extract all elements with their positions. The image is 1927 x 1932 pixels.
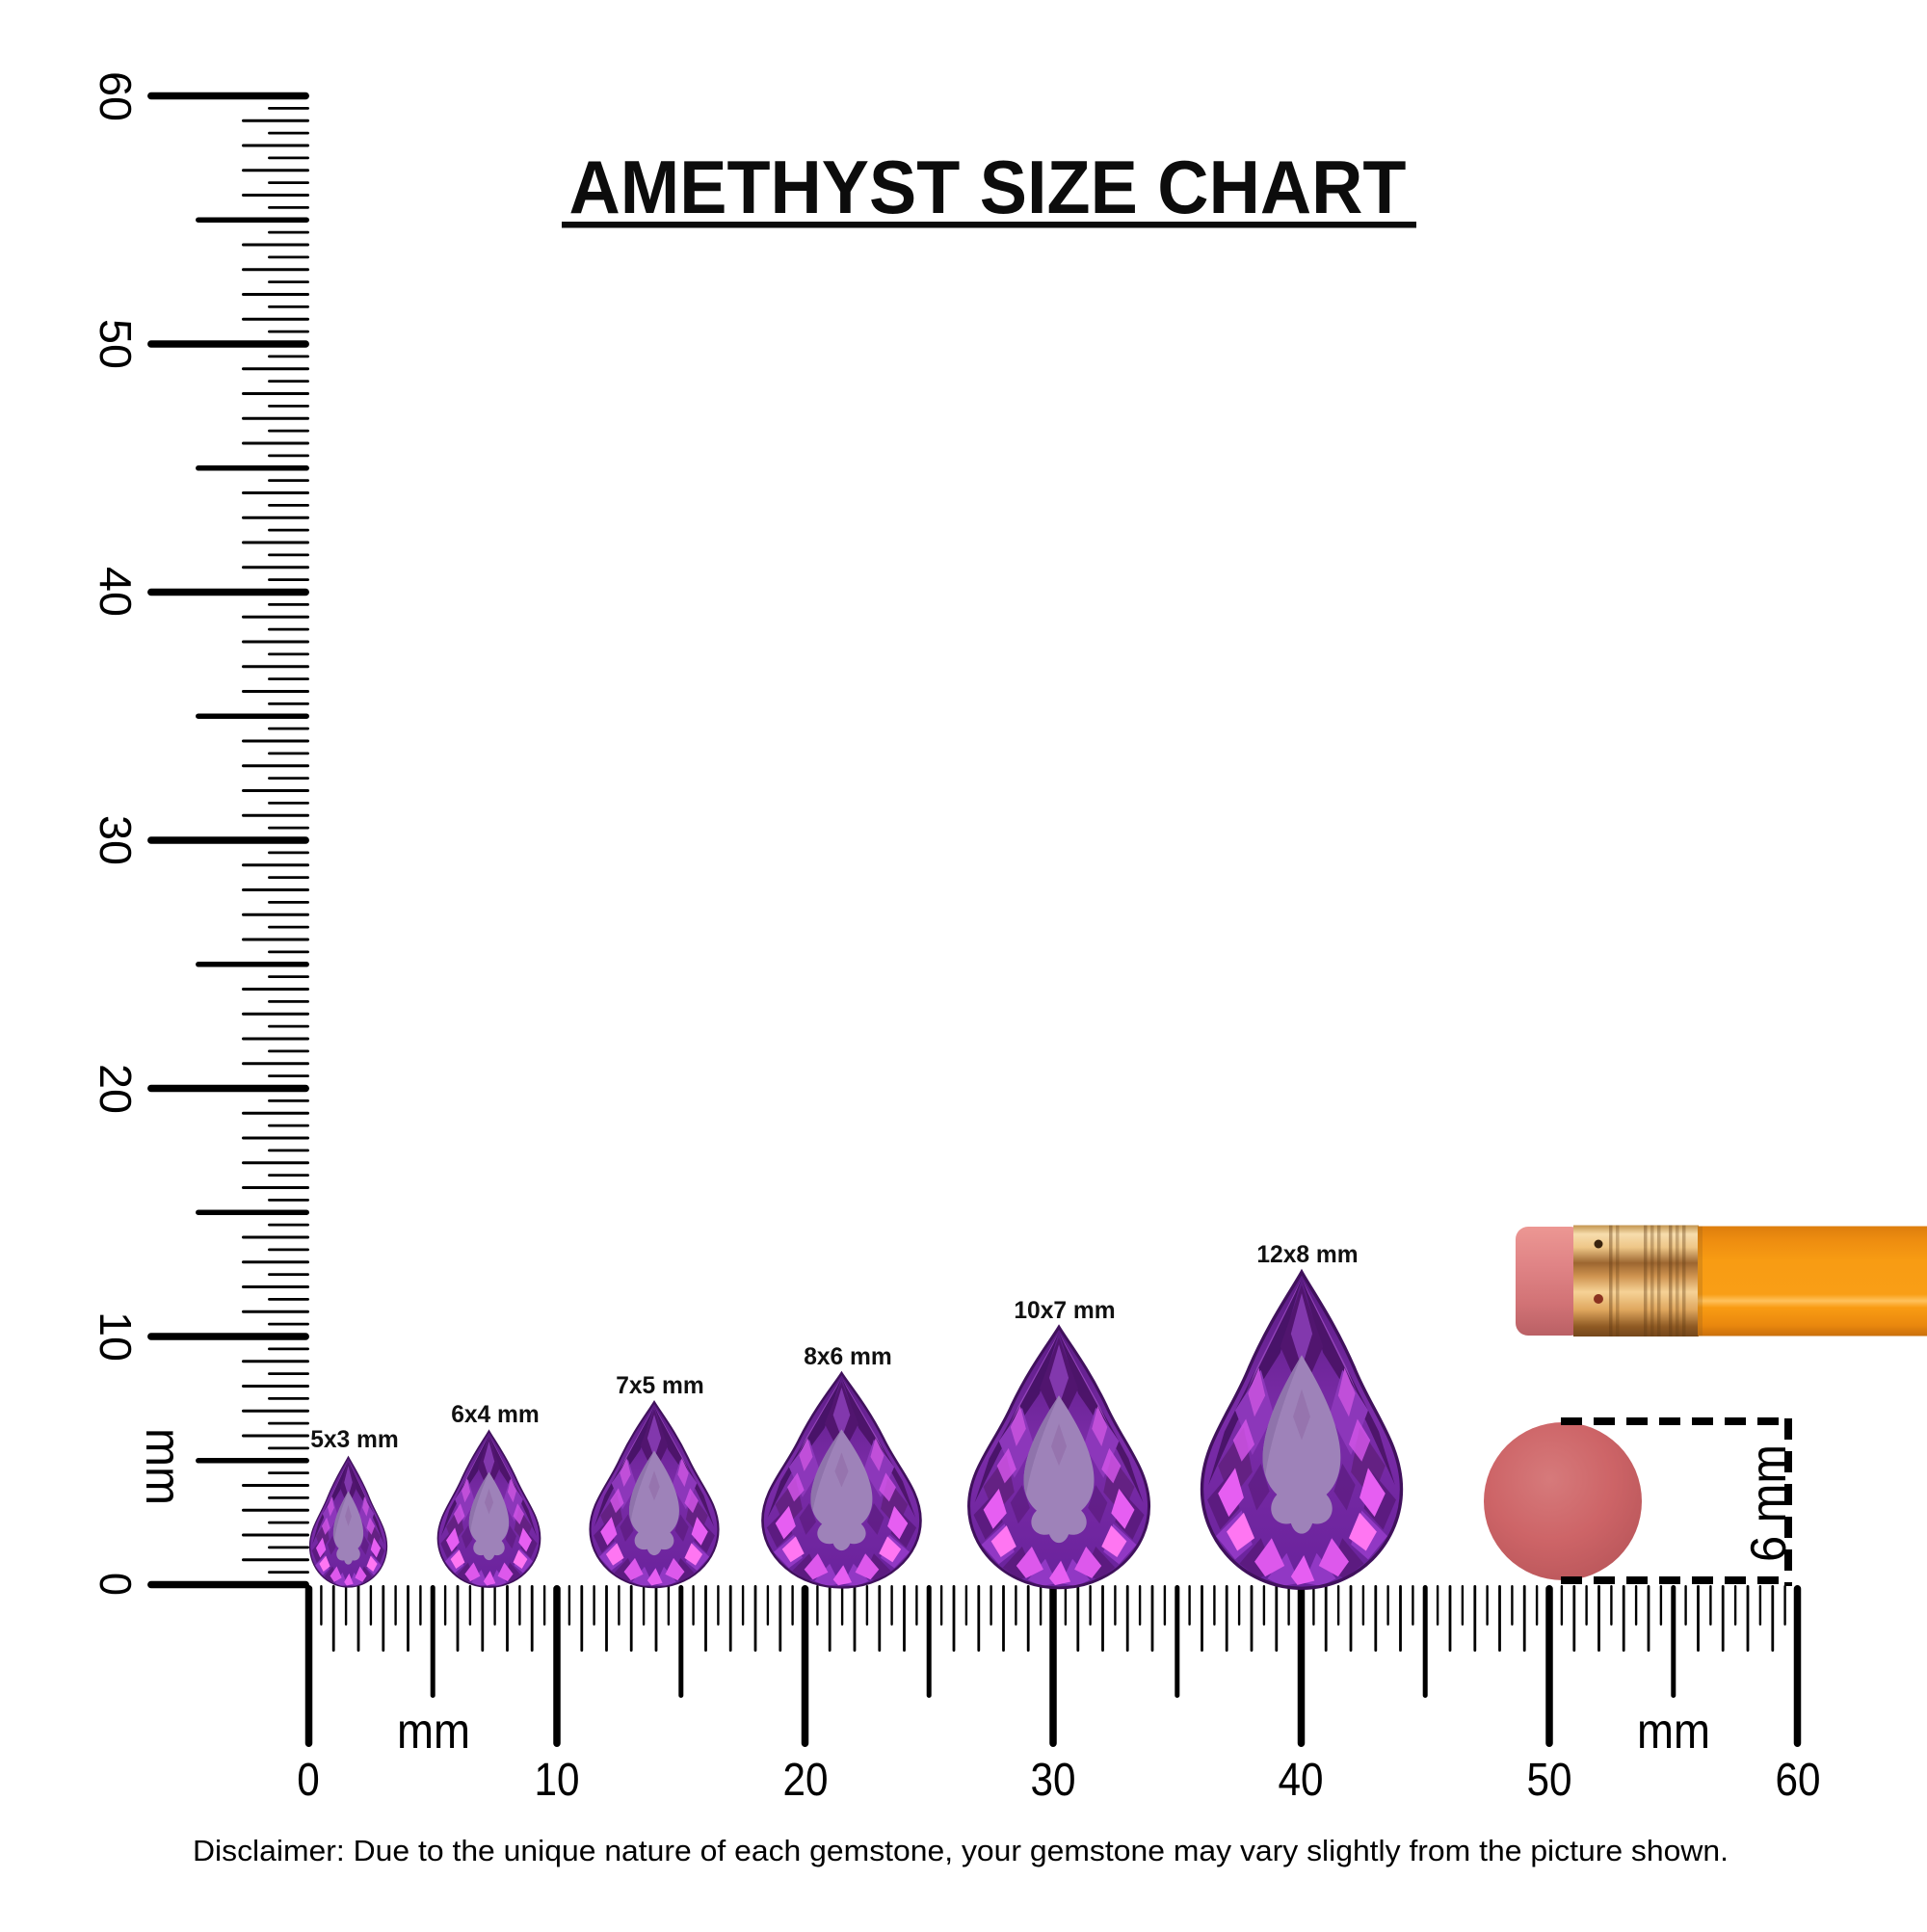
svg-text:40: 40 xyxy=(1279,1755,1324,1806)
svg-text:7x5 mm: 7x5 mm xyxy=(616,1373,704,1399)
svg-text:0: 0 xyxy=(297,1755,320,1806)
svg-text:0: 0 xyxy=(91,1573,141,1596)
svg-text:30: 30 xyxy=(1031,1755,1076,1806)
svg-text:mm: mm xyxy=(135,1428,191,1505)
svg-text:8x6 mm: 8x6 mm xyxy=(804,1344,892,1370)
svg-text:10: 10 xyxy=(535,1755,580,1806)
svg-text:mm: mm xyxy=(397,1704,470,1760)
svg-text:6 mm: 6 mm xyxy=(1741,1444,1797,1562)
svg-text:10: 10 xyxy=(91,1311,141,1362)
svg-text:50: 50 xyxy=(91,319,141,369)
svg-text:50: 50 xyxy=(1527,1755,1572,1806)
svg-text:30: 30 xyxy=(91,815,141,865)
svg-text:12x8 mm: 12x8 mm xyxy=(1256,1242,1358,1268)
svg-text:60: 60 xyxy=(91,71,141,121)
svg-text:AMETHYST SIZE CHART: AMETHYST SIZE CHART xyxy=(569,145,1407,229)
svg-text:mm: mm xyxy=(1637,1704,1710,1760)
svg-text:20: 20 xyxy=(91,1064,141,1114)
svg-text:10x7 mm: 10x7 mm xyxy=(1014,1298,1115,1324)
svg-text:5x3 mm: 5x3 mm xyxy=(310,1427,399,1453)
svg-text:6x4 mm: 6x4 mm xyxy=(451,1402,540,1428)
svg-text:Disclaimer: Due to the unique: Disclaimer: Due to the unique nature of … xyxy=(193,1834,1729,1867)
svg-text:60: 60 xyxy=(1776,1755,1821,1806)
svg-text:40: 40 xyxy=(91,567,141,617)
svg-text:20: 20 xyxy=(783,1755,829,1806)
